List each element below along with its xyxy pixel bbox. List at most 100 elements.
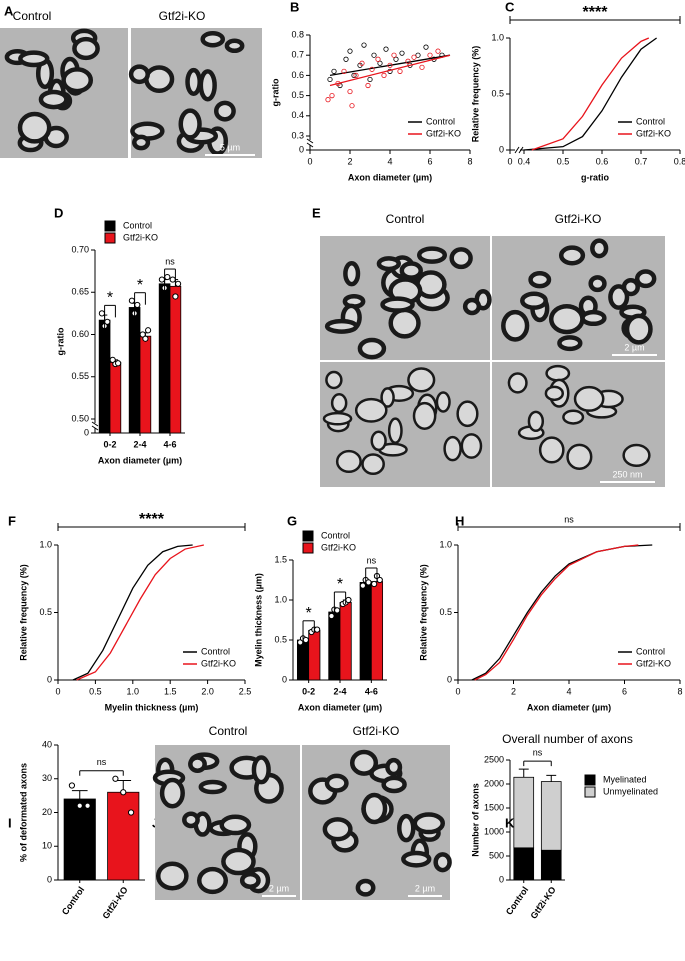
myelin-ring <box>501 309 530 342</box>
y-tick-label: 1000 <box>484 826 504 836</box>
x-tick-label: 1.5 <box>164 686 177 696</box>
y-tick-label: 40 <box>42 739 52 749</box>
scatter-point <box>351 72 357 79</box>
x-tick-label: 0 <box>455 686 460 696</box>
scatter-point <box>371 52 377 58</box>
data-point <box>76 802 83 809</box>
scale-bar-label: 250 nm <box>612 469 642 479</box>
scale-bar-label: 2 µm <box>269 883 289 893</box>
significance-label: **** <box>139 511 165 528</box>
scatter-point <box>347 88 353 95</box>
legend-label: Control <box>123 220 152 230</box>
cumulative-line <box>523 37 657 151</box>
scatter-point <box>327 76 333 83</box>
myelin-ring <box>324 318 359 334</box>
x-axis-label: Axon diameter (µm) <box>348 172 432 182</box>
x-tick-label: 8 <box>467 156 472 166</box>
x-tick-label: 4 <box>387 156 392 166</box>
myelin-ring <box>435 391 451 413</box>
y-axis-label: Myelin thickness (µm) <box>253 573 263 667</box>
x-tick-label: 2-4 <box>333 686 346 696</box>
legend-label: Control <box>321 530 350 540</box>
myelin-ring <box>634 269 657 289</box>
x-tick-label: Gtf2i-KO <box>528 885 557 921</box>
y-tick-label: 0.5 <box>439 607 452 617</box>
x-tick-label: Control <box>60 885 87 917</box>
scatter-point <box>367 76 373 83</box>
myelin-ring <box>132 134 151 151</box>
myelin-ring <box>343 261 361 287</box>
scatter-point <box>349 103 355 109</box>
myelin-ring <box>159 777 185 809</box>
myelin-ring <box>562 409 585 425</box>
scatter-point <box>423 44 429 50</box>
x-tick-label: 0.4 <box>518 156 531 166</box>
y-tick-label: 2000 <box>484 778 504 788</box>
scatter-point <box>329 93 335 99</box>
data-point <box>359 582 366 589</box>
micrograph-texture <box>507 364 651 471</box>
x-axis-label: Axon diameter (µm) <box>527 702 611 712</box>
cumulative-line <box>471 544 653 681</box>
y-tick-label: 500 <box>489 850 504 860</box>
myelin-ring <box>558 245 586 266</box>
myelin-ring <box>185 67 202 96</box>
bar <box>98 319 111 434</box>
legend-label: Unmyelinated <box>603 786 658 796</box>
significance-label: ns <box>165 256 175 266</box>
panel-label: E <box>312 205 321 220</box>
myelin-ring <box>361 792 388 825</box>
y-axis-label: Number of axons <box>470 783 480 857</box>
bar <box>63 798 96 881</box>
data-point <box>345 596 352 604</box>
bar <box>107 791 140 881</box>
significance-label: ns <box>564 514 574 524</box>
y-tick-label: 0.5 <box>39 607 52 617</box>
data-point <box>112 775 119 782</box>
scatter-point <box>347 48 353 54</box>
y-tick-label: 0 <box>499 874 504 884</box>
y-tick-label: 2500 <box>484 754 504 764</box>
y-tick-label: 0.6 <box>291 70 304 80</box>
x-tick-label: Control <box>504 885 531 917</box>
micrograph-texture <box>4 28 100 153</box>
data-point <box>127 809 135 816</box>
myelin-ring <box>388 307 421 339</box>
myelin-ring <box>322 817 353 842</box>
x-axis-label: Myelin thickness (µm) <box>105 702 199 712</box>
data-point <box>175 280 182 287</box>
myelin-ring <box>573 385 605 412</box>
chart-title: Overall number of axons <box>502 732 633 746</box>
myelin-ring <box>381 775 407 794</box>
bar <box>109 361 122 434</box>
scale-bar-label: 2 µm <box>624 342 644 352</box>
y-tick-label: 0.55 <box>71 371 89 381</box>
bar <box>328 611 341 681</box>
micrograph-texture <box>152 752 284 895</box>
panel-label: G <box>287 513 297 528</box>
myelin-ring <box>349 749 379 776</box>
legend-swatch <box>584 774 596 786</box>
x-tick-label: 0 <box>307 156 312 166</box>
data-point <box>68 782 76 789</box>
myelin-ring <box>580 309 607 327</box>
myelin-ring <box>520 291 548 310</box>
significance-label: * <box>137 277 143 294</box>
scatter-point <box>369 66 375 72</box>
myelin-ring <box>61 67 94 94</box>
myelin-ring <box>239 871 261 890</box>
y-tick-label: 20 <box>42 807 52 817</box>
panel-label: C <box>505 0 515 14</box>
y-tick-label: 1.0 <box>491 32 504 42</box>
myelin-ring <box>330 393 348 413</box>
y-tick-label: 0.8 <box>291 29 304 39</box>
micrograph-texture <box>128 30 245 156</box>
myelin-ring <box>198 69 217 102</box>
x-tick-label: 2-4 <box>133 439 146 449</box>
data-point <box>84 802 91 809</box>
myelin-ring <box>412 401 437 430</box>
x-tick-label: 1.0 <box>127 686 140 696</box>
myelin-ring <box>361 453 385 476</box>
legend-label: Gtf2i-KO <box>426 128 461 138</box>
y-tick-label: 0 <box>47 674 52 684</box>
